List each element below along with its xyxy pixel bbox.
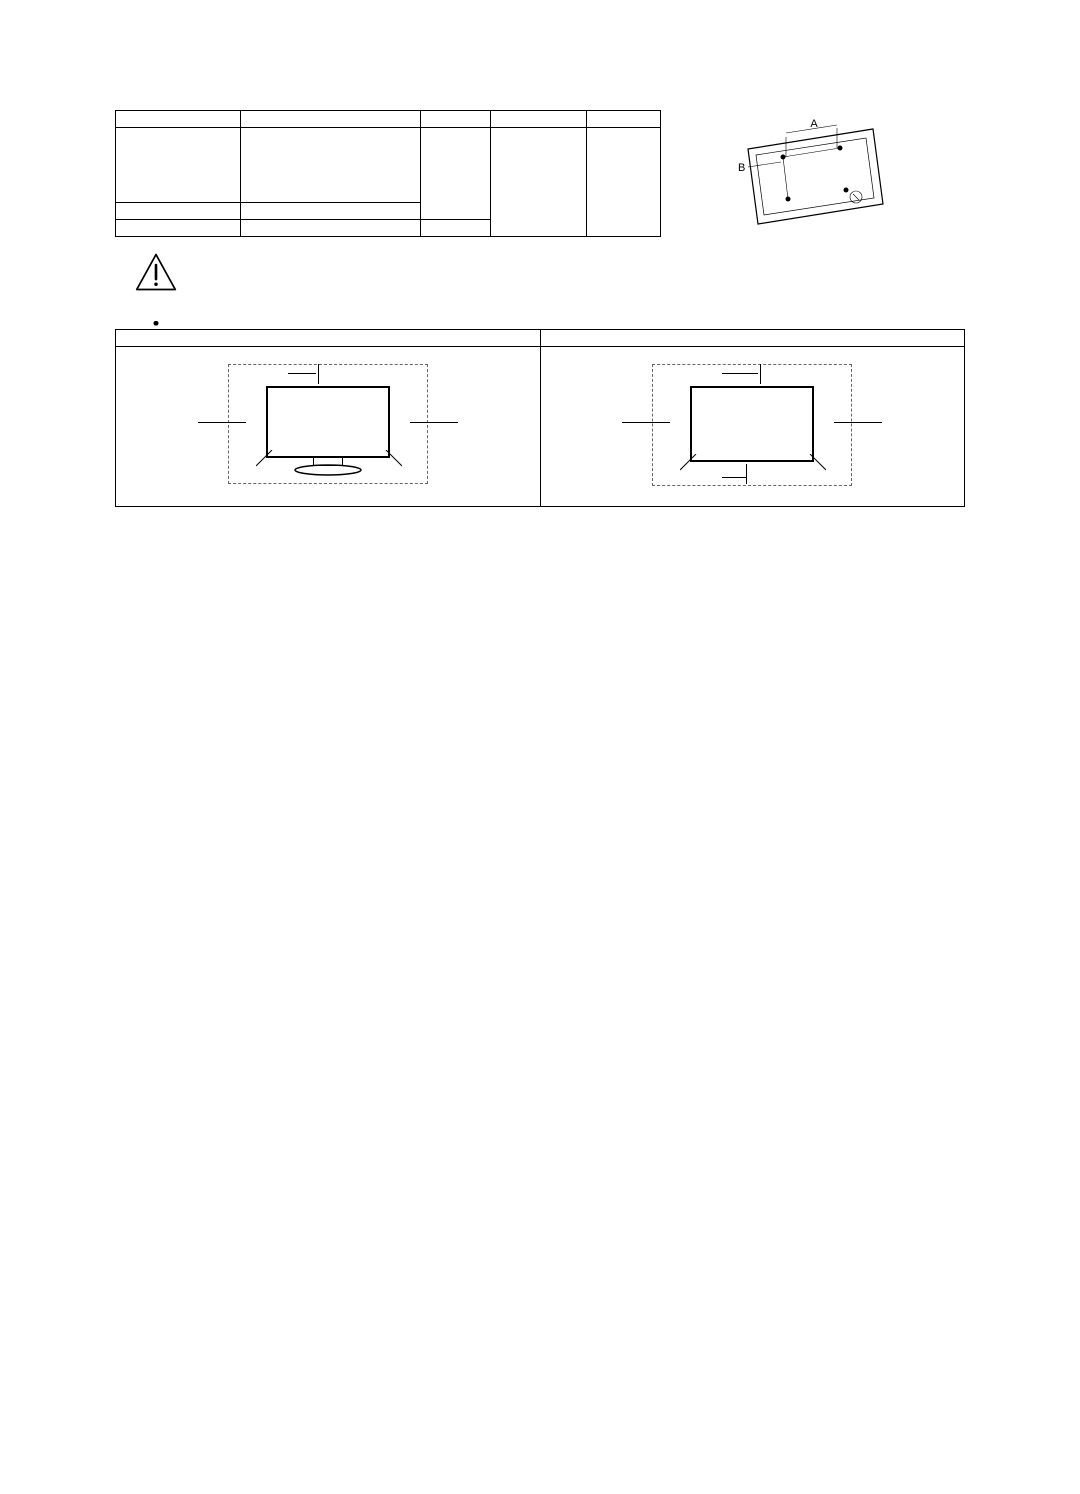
col-tv-size [116,111,241,128]
stand-install-diagram [178,356,478,496]
ventilation-table [115,329,965,507]
table-row [587,128,661,237]
label-b: B [738,162,745,174]
col-vesa-spec [241,111,421,128]
warning-block [115,251,965,301]
wall-install-header [540,329,965,346]
col-screw [491,111,587,128]
table-row [421,220,491,237]
table-row [241,220,421,237]
table-row [421,128,491,220]
table-row [116,128,241,203]
label-a: A [810,119,818,130]
table-row [116,203,241,220]
table-row [241,203,421,220]
warning-triangle-icon [135,251,177,301]
table-row [116,220,241,237]
col-qty [587,111,661,128]
col-c-mm [421,111,491,128]
table-row [241,128,421,203]
vesa-spec-table: A B [115,110,965,237]
table-row [491,128,587,237]
stand-install-header [116,329,541,346]
wall-install-diagram [602,356,902,496]
vesa-hole-diagram: A B [738,119,888,229]
